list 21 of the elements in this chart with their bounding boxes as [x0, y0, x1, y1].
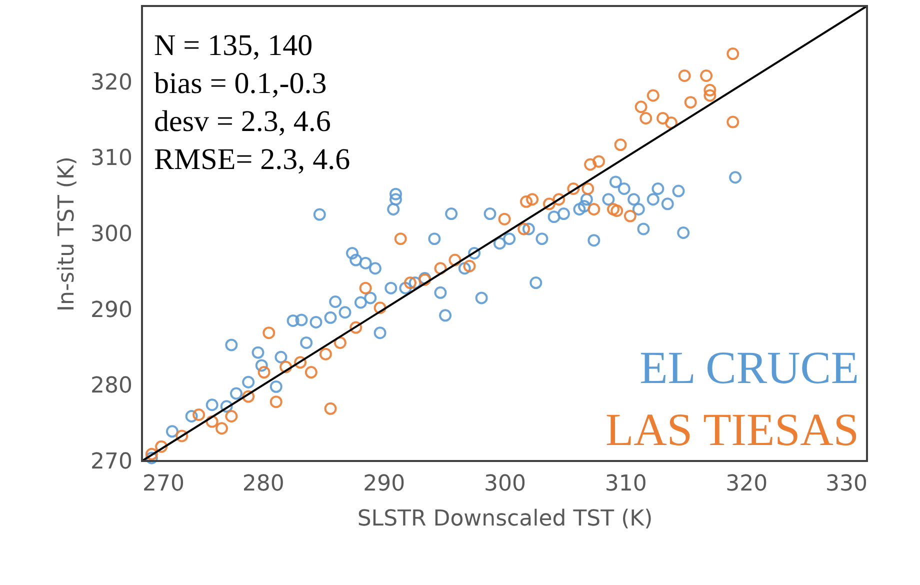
x-tick-label: 290	[363, 472, 406, 496]
y-axis-title: In-situ TST (K)	[54, 156, 80, 312]
x-tick-label: 330	[826, 472, 868, 496]
x-tick-label: 310	[604, 472, 647, 496]
x-tick-label: 280	[242, 472, 284, 496]
annotation: desv = 2.3, 4.6	[154, 105, 331, 138]
annotation: N = 135, 140	[154, 29, 313, 62]
x-tick-label: 270	[142, 472, 184, 496]
annotation: RMSE= 2.3, 4.6	[154, 143, 350, 176]
text: LAS TIESAS	[606, 404, 859, 455]
annotation: bias = 0.1,-0.3	[154, 67, 327, 100]
y-tick-label: 310	[90, 146, 132, 172]
text: EL CRUCE	[640, 342, 859, 393]
y-tick-label: 270	[90, 450, 132, 474]
x-axis-title: SLSTR Downscaled TST (K)	[357, 506, 653, 532]
x-tick-label: 320	[726, 472, 768, 496]
y-tick-label: 320	[90, 70, 132, 96]
y-tick-label: 300	[90, 222, 132, 247]
y-tick-label: 280	[90, 374, 132, 399]
x-tick-label: 300	[484, 472, 526, 496]
y-tick-label: 290	[90, 298, 132, 323]
